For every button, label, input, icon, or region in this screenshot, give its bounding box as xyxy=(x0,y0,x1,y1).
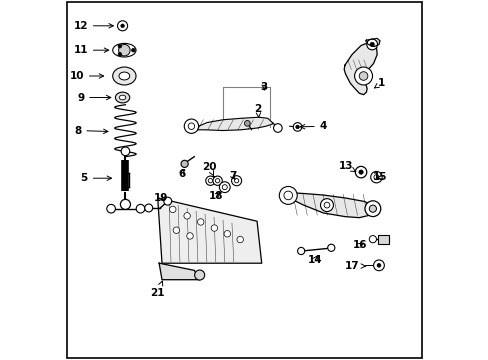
Circle shape xyxy=(219,182,230,193)
Circle shape xyxy=(208,179,212,183)
Circle shape xyxy=(184,119,198,134)
Text: 20: 20 xyxy=(202,162,216,176)
Polygon shape xyxy=(158,198,261,263)
Circle shape xyxy=(327,244,334,251)
Ellipse shape xyxy=(115,92,129,103)
Text: 9: 9 xyxy=(77,93,111,103)
Circle shape xyxy=(211,225,217,231)
Circle shape xyxy=(106,204,115,213)
Text: 21: 21 xyxy=(150,281,164,298)
Circle shape xyxy=(181,160,188,167)
Circle shape xyxy=(295,125,299,129)
Circle shape xyxy=(188,123,194,130)
Ellipse shape xyxy=(112,43,136,57)
Ellipse shape xyxy=(119,95,125,100)
Polygon shape xyxy=(159,263,199,280)
Circle shape xyxy=(117,21,127,31)
Polygon shape xyxy=(190,117,273,131)
Circle shape xyxy=(222,185,227,190)
Circle shape xyxy=(237,236,243,243)
Text: 14: 14 xyxy=(307,255,322,265)
Circle shape xyxy=(205,176,215,185)
Text: 4: 4 xyxy=(300,121,326,131)
Circle shape xyxy=(368,235,376,243)
Circle shape xyxy=(324,202,329,208)
Circle shape xyxy=(234,179,238,183)
Circle shape xyxy=(358,170,363,174)
Circle shape xyxy=(297,247,304,255)
Circle shape xyxy=(364,201,380,217)
Text: 10: 10 xyxy=(69,71,103,81)
Circle shape xyxy=(144,204,152,212)
Text: 18: 18 xyxy=(208,191,223,201)
Circle shape xyxy=(293,123,301,131)
Circle shape xyxy=(121,147,129,156)
Circle shape xyxy=(284,191,292,200)
Circle shape xyxy=(224,230,230,237)
Text: 6: 6 xyxy=(178,168,185,179)
Circle shape xyxy=(366,39,377,50)
Circle shape xyxy=(169,206,176,213)
Circle shape xyxy=(119,44,130,56)
Ellipse shape xyxy=(112,67,136,85)
Circle shape xyxy=(376,264,380,267)
Circle shape xyxy=(121,24,124,28)
Polygon shape xyxy=(365,39,379,46)
Circle shape xyxy=(118,53,122,56)
Circle shape xyxy=(355,166,366,178)
Circle shape xyxy=(320,199,333,212)
Text: 16: 16 xyxy=(352,240,366,250)
Polygon shape xyxy=(344,42,376,95)
Text: 8: 8 xyxy=(74,126,108,135)
Circle shape xyxy=(186,233,193,239)
Circle shape xyxy=(131,48,135,52)
Circle shape xyxy=(273,124,282,132)
Circle shape xyxy=(183,213,190,219)
Circle shape xyxy=(244,121,250,126)
Text: 19: 19 xyxy=(154,193,168,203)
Text: 7: 7 xyxy=(229,171,236,181)
Circle shape xyxy=(368,205,376,212)
Circle shape xyxy=(354,67,372,85)
Ellipse shape xyxy=(194,270,204,280)
Circle shape xyxy=(231,176,241,186)
Ellipse shape xyxy=(119,72,129,80)
Bar xyxy=(377,234,388,244)
Text: 11: 11 xyxy=(73,45,108,55)
Text: 17: 17 xyxy=(344,261,365,271)
Circle shape xyxy=(369,42,373,46)
Text: 15: 15 xyxy=(372,172,386,183)
Text: 12: 12 xyxy=(73,21,113,31)
Text: 13: 13 xyxy=(338,161,355,172)
Circle shape xyxy=(118,44,122,48)
Circle shape xyxy=(120,199,130,210)
Circle shape xyxy=(136,204,144,213)
Circle shape xyxy=(212,176,222,185)
Circle shape xyxy=(359,72,367,80)
Text: 1: 1 xyxy=(374,78,385,88)
Text: 5: 5 xyxy=(81,173,111,183)
Circle shape xyxy=(370,171,382,183)
Text: 2: 2 xyxy=(254,104,261,117)
Text: 3: 3 xyxy=(260,82,267,92)
Circle shape xyxy=(197,219,203,225)
Circle shape xyxy=(215,179,219,183)
Circle shape xyxy=(173,227,179,233)
Polygon shape xyxy=(286,193,373,218)
Circle shape xyxy=(373,260,384,271)
Circle shape xyxy=(163,197,171,205)
Circle shape xyxy=(279,186,297,204)
Circle shape xyxy=(373,175,378,180)
